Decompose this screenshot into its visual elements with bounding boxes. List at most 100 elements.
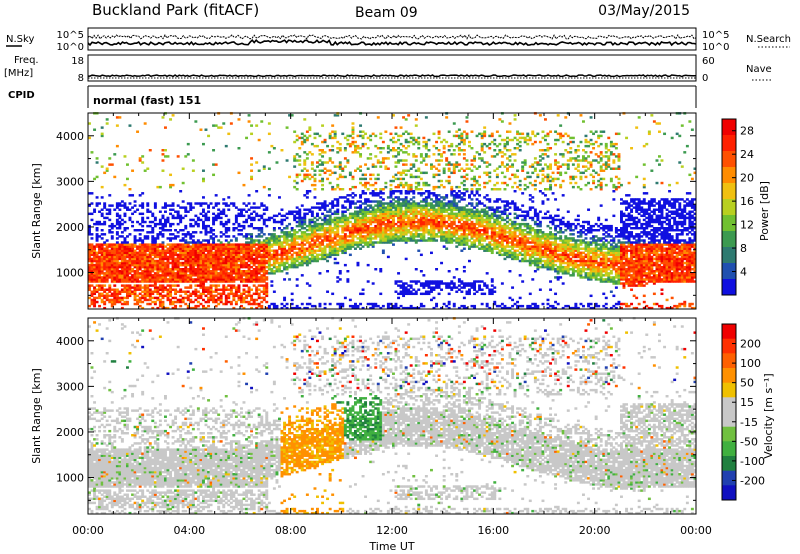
data-cell: [361, 229, 365, 232]
data-cell: [171, 247, 175, 250]
data-cell: [326, 290, 330, 293]
data-cell: [381, 249, 385, 252]
data-cell: [255, 302, 259, 306]
data-cell: [153, 290, 157, 293]
data-cell: [252, 278, 256, 281]
data-cell: [389, 192, 393, 195]
data-cell: [166, 243, 170, 246]
data-cell: [151, 257, 155, 261]
data-cell: [394, 231, 398, 234]
data-cell: [460, 196, 464, 199]
data-cell: [445, 194, 449, 197]
data-cell: [217, 272, 221, 275]
data-cell: [305, 255, 309, 259]
data-cell: [422, 224, 426, 228]
data-cell: [196, 290, 200, 293]
data-cell: [219, 249, 223, 252]
data-cell: [427, 286, 431, 289]
data-cell: [93, 304, 97, 308]
data-cell: [409, 202, 413, 205]
data-cell: [336, 302, 340, 306]
data-cell: [212, 255, 216, 259]
data-cell: [252, 270, 256, 273]
data-cell: [196, 222, 200, 226]
data-cell: [204, 233, 208, 236]
data-cell: [336, 235, 340, 238]
data-cell: [176, 214, 180, 218]
data-cell: [115, 245, 119, 248]
data-cell: [321, 229, 325, 232]
data-cell: [333, 249, 337, 252]
data-cell: [194, 249, 198, 252]
data-cell: [181, 243, 185, 246]
data-cell: [224, 247, 228, 250]
data-cell: [412, 233, 416, 236]
data-cell: [237, 284, 241, 287]
data-cell: [295, 284, 299, 287]
data-cell: [473, 210, 477, 213]
data-cell: [305, 241, 309, 244]
data-cell: [131, 255, 135, 259]
data-cell: [245, 210, 249, 213]
data-cell: [394, 196, 398, 199]
data-cell: [285, 251, 289, 255]
data-cell: [199, 294, 203, 298]
data-cell: [389, 149, 393, 152]
data-cell: [430, 231, 433, 234]
data-cell: [318, 224, 322, 228]
data-cell: [316, 206, 319, 209]
data-cell: [437, 229, 441, 232]
data-cell: [460, 290, 464, 293]
data-cell: [141, 202, 145, 205]
data-cell: [252, 292, 256, 296]
data-cell: [110, 265, 114, 269]
data-cell: [348, 220, 352, 224]
data-cell: [108, 204, 112, 207]
data-cell: [234, 276, 238, 279]
data-cell: [343, 247, 347, 250]
data-cell: [237, 222, 241, 226]
data-cell: [361, 202, 365, 205]
data-cell: [310, 243, 314, 246]
data-cell: [247, 276, 251, 279]
data-cell: [452, 227, 456, 230]
data-cell: [323, 216, 327, 220]
data-cell: [371, 245, 375, 248]
data-cell: [196, 276, 200, 279]
data-cell: [394, 306, 398, 310]
data-cell: [359, 194, 363, 197]
data-cell: [161, 268, 165, 271]
data-cell: [272, 302, 276, 306]
data-cell: [336, 208, 340, 211]
data-cell: [417, 218, 421, 222]
data-cell: [300, 261, 304, 265]
data-cell: [323, 235, 327, 238]
data-cell: [224, 239, 228, 242]
data-cell: [272, 253, 276, 257]
data-cell: [128, 255, 132, 259]
data-cell: [98, 280, 102, 283]
data-cell: [462, 175, 466, 179]
data-cell: [217, 296, 221, 300]
data-cell: [422, 159, 426, 162]
data-cell: [392, 212, 395, 216]
data-cell: [351, 122, 355, 125]
data-cell: [412, 192, 416, 195]
data-cell: [237, 274, 241, 277]
data-cell: [305, 263, 309, 267]
noise-search-trace: [87, 33, 697, 40]
data-cell: [262, 270, 266, 273]
data-cell: [318, 227, 322, 230]
data-cell: [189, 202, 193, 205]
data-cell: [181, 247, 185, 250]
data-cell: [250, 243, 254, 246]
data-cell: [265, 237, 269, 240]
data-cell: [262, 288, 266, 291]
data-cell: [293, 259, 297, 263]
data-cell: [153, 274, 157, 277]
data-cell: [283, 261, 287, 265]
data-cell: [169, 212, 173, 216]
data-cell: [181, 257, 185, 261]
data-cell: [103, 294, 107, 298]
data-cell: [402, 282, 406, 285]
